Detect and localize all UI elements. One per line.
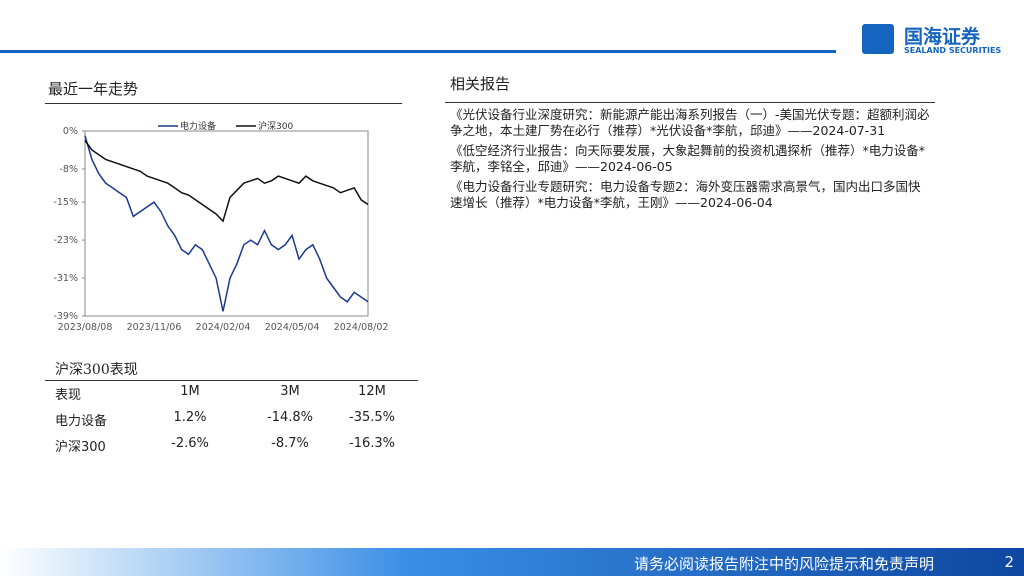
report-item: 《低空经济行业报告：向天际要发展，大象起舞前的投资机遇探析（推荐）*电力设备*李… [450, 143, 926, 174]
divider [45, 103, 402, 104]
table-cell: -8.7% [271, 436, 309, 451]
table-header: 12M [358, 384, 386, 399]
table-cell: -35.5% [349, 410, 395, 425]
table-header: 1M [180, 384, 200, 399]
x-tick-label: 2023/08/08 [58, 322, 113, 333]
legend-label: 沪深300 [258, 120, 293, 132]
x-tick-label: 2024/02/04 [196, 322, 251, 333]
y-tick-label: 0% [63, 126, 78, 137]
logo-icon [862, 24, 894, 54]
report-item: 《电力设备行业专题研究：电力设备专题2：海外变压器需求高景气，国内出口多国快速增… [450, 179, 921, 210]
divider [45, 380, 418, 381]
disclaimer: 请务必阅读报告附注中的风险提示和免责声明 [633, 555, 934, 573]
logo-cn: 国海证券 [904, 26, 981, 48]
section-title: 相关报告 [450, 75, 511, 93]
section-title: 最近一年走势 [48, 80, 139, 98]
x-tick-label: 2023/11/06 [127, 322, 182, 333]
y-tick-label: -31% [53, 273, 78, 284]
table-cell: -16.3% [349, 436, 395, 451]
table-header: 3M [280, 384, 300, 399]
series-line [84, 140, 369, 223]
y-tick-label: -23% [53, 235, 78, 246]
report-item: 《光伏设备行业深度研究：新能源产能出海系列报告（一）-美国光伏专题：超额利润必争… [450, 107, 930, 138]
x-tick-label: 2024/08/02 [334, 322, 389, 333]
table-cell: 电力设备 [55, 414, 108, 429]
table-cell: 沪深300 [55, 440, 106, 455]
table-title: 沪深300表现 [55, 362, 138, 378]
logo-en: SEALAND SECURITIES [904, 46, 1002, 55]
y-tick-label: -39% [53, 311, 78, 322]
table-cell: 1.2% [173, 410, 207, 425]
x-tick-label: 2024/05/04 [265, 322, 320, 333]
page-number: 2 [1004, 553, 1014, 571]
divider [445, 102, 935, 103]
footer-bar [0, 548, 1024, 576]
y-tick-label: -15% [53, 197, 78, 208]
legend-label: 电力设备 [180, 120, 216, 132]
plot-frame [84, 130, 369, 317]
report-list: 《光伏设备行业深度研究：新能源产能出海系列报告（一）-美国光伏专题：超额利润必争… [450, 107, 930, 215]
table-header: 表现 [55, 388, 82, 403]
series-line [84, 135, 369, 312]
header-line [0, 50, 836, 53]
table-cell: -14.8% [267, 410, 313, 425]
table-cell: -2.6% [171, 436, 209, 451]
y-tick-label: -8% [60, 164, 79, 175]
